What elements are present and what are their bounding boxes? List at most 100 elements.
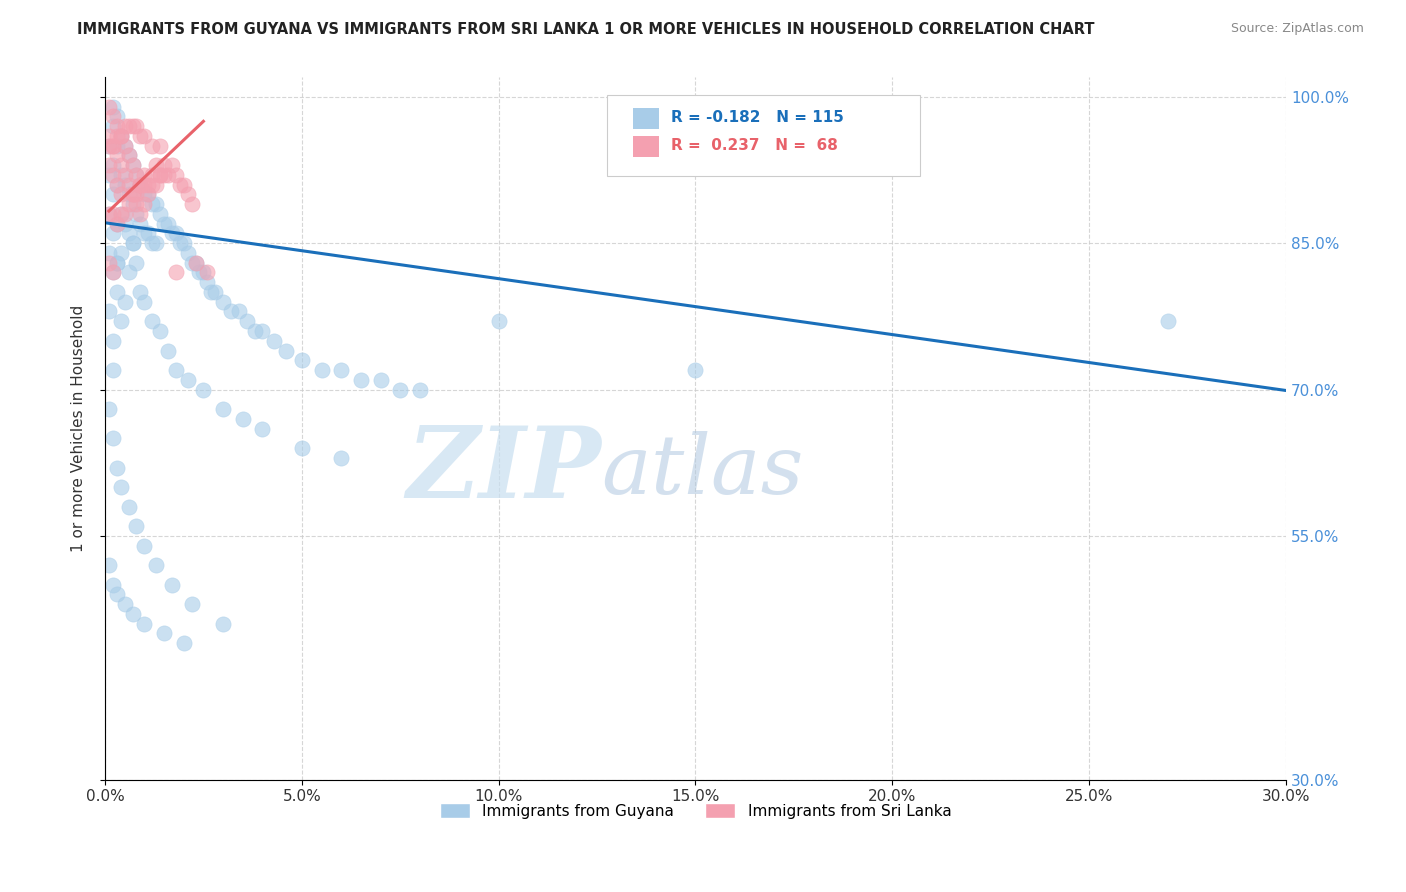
Point xyxy=(110,246,132,260)
Point xyxy=(169,236,191,251)
Point xyxy=(141,197,163,211)
Point xyxy=(212,294,235,309)
Point xyxy=(149,138,172,153)
Point xyxy=(173,636,195,650)
Point xyxy=(145,178,167,192)
Point xyxy=(212,616,235,631)
Point xyxy=(101,168,124,182)
Point xyxy=(134,294,156,309)
Point xyxy=(105,285,128,299)
Point xyxy=(117,148,139,162)
Point xyxy=(188,265,211,279)
Point xyxy=(156,217,179,231)
Point xyxy=(114,294,136,309)
Point xyxy=(1157,314,1180,328)
Point xyxy=(110,314,132,328)
Point xyxy=(101,138,124,153)
Point xyxy=(134,187,156,202)
Point xyxy=(195,275,218,289)
Point xyxy=(114,178,136,192)
Point xyxy=(141,314,163,328)
Point xyxy=(129,178,152,192)
Point xyxy=(176,246,198,260)
Point xyxy=(110,480,132,494)
Point xyxy=(156,168,179,182)
Point xyxy=(117,197,139,211)
Point xyxy=(204,285,226,299)
Point xyxy=(291,441,314,455)
Point xyxy=(149,168,172,182)
Point xyxy=(165,265,187,279)
Point xyxy=(129,217,152,231)
Point xyxy=(389,383,412,397)
Point xyxy=(97,304,120,318)
Text: R =  0.237   N =  68: R = 0.237 N = 68 xyxy=(671,138,838,153)
Text: R = -0.182   N = 115: R = -0.182 N = 115 xyxy=(671,110,844,125)
Point xyxy=(180,197,202,211)
Point xyxy=(134,616,156,631)
Point xyxy=(97,402,120,417)
Point xyxy=(141,138,163,153)
Point xyxy=(101,577,124,591)
Point xyxy=(330,363,353,377)
Point xyxy=(149,207,172,221)
Point xyxy=(311,363,333,377)
Point xyxy=(145,158,167,172)
Point xyxy=(97,246,120,260)
Point xyxy=(232,411,254,425)
Point xyxy=(409,383,432,397)
Point xyxy=(97,256,120,270)
Point xyxy=(101,110,124,124)
Point xyxy=(129,128,152,143)
Point xyxy=(153,217,176,231)
Text: Source: ZipAtlas.com: Source: ZipAtlas.com xyxy=(1230,22,1364,36)
Point xyxy=(117,500,139,514)
Point xyxy=(121,236,143,251)
Point xyxy=(134,128,156,143)
Point xyxy=(219,304,242,318)
Point xyxy=(488,314,510,328)
Point xyxy=(145,197,167,211)
Point xyxy=(129,178,152,192)
Point xyxy=(105,178,128,192)
Point xyxy=(330,450,353,465)
Point xyxy=(200,285,222,299)
Point xyxy=(134,197,156,211)
Point xyxy=(101,207,124,221)
Point xyxy=(105,138,128,153)
Point xyxy=(110,128,132,143)
Point xyxy=(160,227,183,241)
Point xyxy=(114,168,136,182)
Point xyxy=(110,187,132,202)
Point xyxy=(101,431,124,445)
Point xyxy=(125,187,148,202)
Point xyxy=(121,158,143,172)
Point xyxy=(685,363,707,377)
Point xyxy=(114,217,136,231)
FancyBboxPatch shape xyxy=(607,95,920,176)
Point xyxy=(114,138,136,153)
Point xyxy=(101,265,124,279)
Point xyxy=(101,158,124,172)
Point xyxy=(173,236,195,251)
Point xyxy=(145,236,167,251)
Point xyxy=(136,178,159,192)
Point xyxy=(165,168,187,182)
Point xyxy=(193,383,215,397)
Point xyxy=(125,256,148,270)
Point xyxy=(125,207,148,221)
Point xyxy=(180,256,202,270)
Point xyxy=(101,265,124,279)
Point xyxy=(291,353,314,368)
Point xyxy=(105,148,128,162)
Point xyxy=(121,158,143,172)
Point xyxy=(110,128,132,143)
Legend: Immigrants from Guyana, Immigrants from Sri Lanka: Immigrants from Guyana, Immigrants from … xyxy=(433,797,957,824)
Point xyxy=(97,168,120,182)
Point xyxy=(169,178,191,192)
Point xyxy=(114,597,136,611)
Point xyxy=(121,119,143,133)
Point xyxy=(97,128,120,143)
Point xyxy=(121,187,143,202)
Point xyxy=(212,402,235,417)
